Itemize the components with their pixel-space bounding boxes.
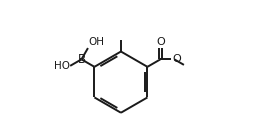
Text: B: B bbox=[77, 53, 86, 66]
Text: O: O bbox=[172, 54, 181, 64]
Text: HO: HO bbox=[54, 61, 69, 71]
Text: OH: OH bbox=[89, 37, 105, 47]
Text: O: O bbox=[156, 37, 165, 47]
